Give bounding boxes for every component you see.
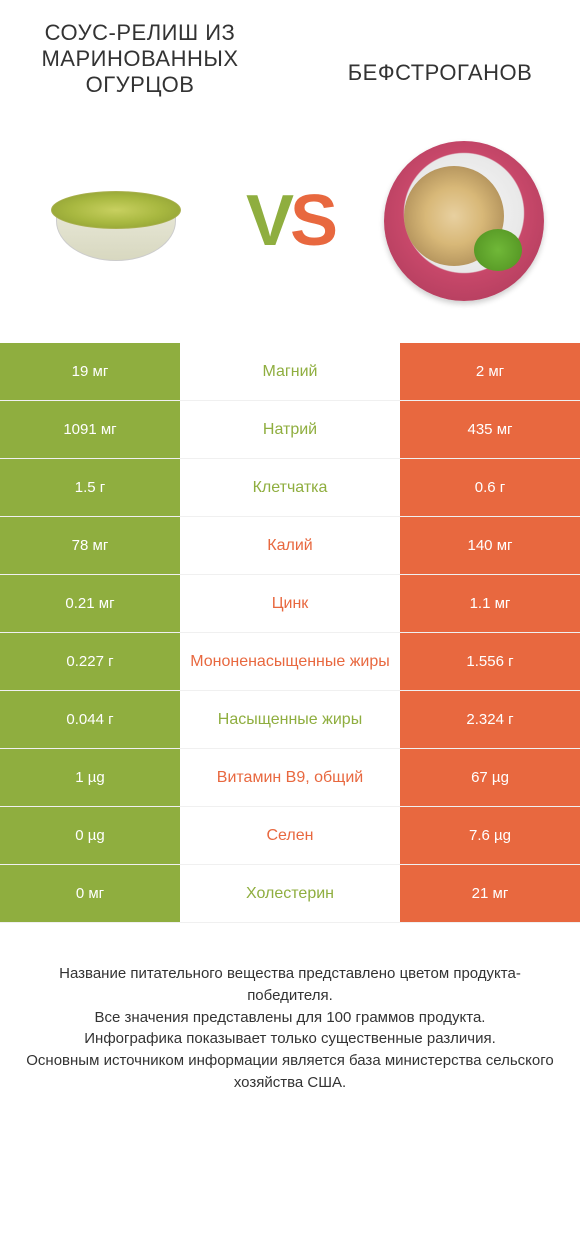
right-value: 140 мг [400, 517, 580, 574]
footer-line: Инфографика показывает только существенн… [20, 1028, 560, 1050]
table-row: 0.227 гМононенасыщенные жиры1.556 г [0, 633, 580, 691]
stroganoff-plate-icon [384, 141, 544, 301]
nutrient-label: Магний [180, 343, 400, 400]
right-value: 21 мг [400, 865, 580, 922]
relish-bowl-icon [46, 181, 186, 261]
nutrient-label: Селен [180, 807, 400, 864]
table-row: 0.21 мгЦинк1.1 мг [0, 575, 580, 633]
table-row: 19 мгМагний2 мг [0, 343, 580, 401]
footer-notes: Название питательного вещества представл… [0, 923, 580, 1114]
table-row: 1.5 гКлетчатка0.6 г [0, 459, 580, 517]
nutrient-label: Калий [180, 517, 400, 574]
nutrient-label: Холестерин [180, 865, 400, 922]
product-left-title: СОУС-РЕЛИШ ИЗ МАРИНОВАННЫХ ОГУРЦОВ [10, 20, 270, 98]
left-value: 0.227 г [0, 633, 180, 690]
vs-v: V [246, 180, 290, 262]
table-row: 0.044 гНасыщенные жиры2.324 г [0, 691, 580, 749]
comparison-table: 19 мгМагний2 мг1091 мгНатрий435 мг1.5 гК… [0, 343, 580, 923]
right-value: 2 мг [400, 343, 580, 400]
table-row: 1091 мгНатрий435 мг [0, 401, 580, 459]
product-right-title: БЕФСТРОГАНОВ [310, 20, 570, 86]
product-left-image [34, 138, 199, 303]
footer-line: Все значения представлены для 100 граммо… [20, 1007, 560, 1029]
footer-line: Название питательного вещества представл… [20, 963, 560, 1007]
right-value: 1.1 мг [400, 575, 580, 632]
table-row: 0 µgСелен7.6 µg [0, 807, 580, 865]
left-value: 0 мг [0, 865, 180, 922]
nutrient-label: Клетчатка [180, 459, 400, 516]
product-right-image [381, 138, 546, 303]
table-row: 0 мгХолестерин21 мг [0, 865, 580, 923]
right-value: 7.6 µg [400, 807, 580, 864]
nutrient-label: Мононенасыщенные жиры [180, 633, 400, 690]
right-value: 67 µg [400, 749, 580, 806]
left-value: 1091 мг [0, 401, 180, 458]
vs-s: S [290, 180, 334, 262]
nutrient-label: Насыщенные жиры [180, 691, 400, 748]
left-value: 1 µg [0, 749, 180, 806]
vs-row: VS [0, 108, 580, 343]
left-value: 19 мг [0, 343, 180, 400]
right-value: 0.6 г [400, 459, 580, 516]
left-value: 0.21 мг [0, 575, 180, 632]
right-value: 435 мг [400, 401, 580, 458]
left-value: 78 мг [0, 517, 180, 574]
footer-line: Основным источником информации является … [20, 1050, 560, 1094]
table-row: 78 мгКалий140 мг [0, 517, 580, 575]
table-row: 1 µgВитамин B9, общий67 µg [0, 749, 580, 807]
vs-label: VS [246, 180, 334, 262]
nutrient-label: Натрий [180, 401, 400, 458]
nutrient-label: Витамин B9, общий [180, 749, 400, 806]
nutrient-label: Цинк [180, 575, 400, 632]
right-value: 1.556 г [400, 633, 580, 690]
header: СОУС-РЕЛИШ ИЗ МАРИНОВАННЫХ ОГУРЦОВ БЕФСТ… [0, 0, 580, 108]
left-value: 0 µg [0, 807, 180, 864]
left-value: 1.5 г [0, 459, 180, 516]
right-value: 2.324 г [400, 691, 580, 748]
left-value: 0.044 г [0, 691, 180, 748]
